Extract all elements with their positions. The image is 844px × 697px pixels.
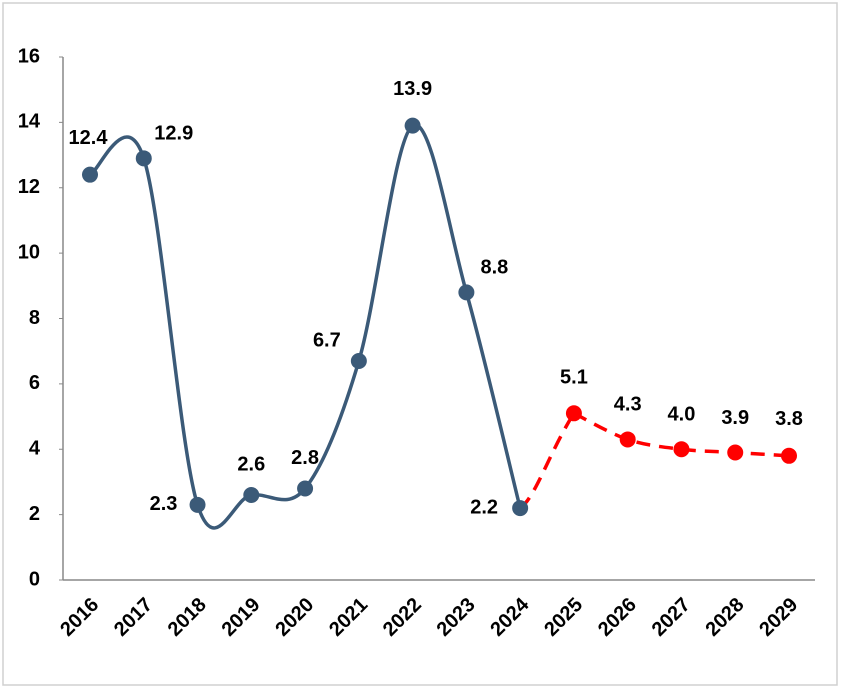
data-point <box>458 284 475 301</box>
x-tick-label: 2029 <box>755 594 802 641</box>
x-tick-label: 2016 <box>56 594 103 641</box>
data-point <box>189 496 206 513</box>
series-line <box>88 123 522 530</box>
data-point <box>673 441 690 458</box>
data-point <box>82 166 98 183</box>
y-tick-label: 0 <box>29 568 40 590</box>
x-tick-label: 2017 <box>110 594 157 641</box>
data-point <box>781 447 797 464</box>
data-label: 12.4 <box>69 127 109 149</box>
data-label: 12.9 <box>154 123 193 145</box>
x-tick-label: 2025 <box>540 594 587 641</box>
y-tick-label: 14 <box>18 111 41 133</box>
series-line <box>573 411 790 458</box>
data-label: 2.2 <box>470 496 498 518</box>
data-label: 5.1 <box>560 367 588 389</box>
x-tick-label: 2019 <box>218 594 265 641</box>
x-tick-label: 2027 <box>648 594 695 641</box>
data-label: 3.8 <box>775 408 803 430</box>
x-tick-label: 2018 <box>164 594 211 641</box>
x-tick-label: 2020 <box>271 594 318 641</box>
data-label: 4.3 <box>614 394 642 416</box>
y-tick-label: 10 <box>18 241 40 263</box>
y-tick-label: 6 <box>29 372 40 394</box>
y-tick-label: 16 <box>18 45 40 67</box>
x-tick-label: 2023 <box>433 594 480 641</box>
forecast-connector <box>519 412 576 510</box>
data-label: 8.8 <box>480 257 508 279</box>
x-tick-label: 2028 <box>701 594 748 641</box>
data-point <box>727 444 744 461</box>
y-tick-label: 2 <box>29 503 40 525</box>
x-tick-label: 2022 <box>379 594 426 641</box>
data-point <box>565 405 582 422</box>
x-tick-label: 2026 <box>594 594 641 641</box>
data-point <box>135 150 152 167</box>
data-label: 6.7 <box>313 329 341 351</box>
y-tick-label: 4 <box>29 438 41 460</box>
chart-frame <box>2 2 838 686</box>
data-point <box>243 487 260 504</box>
data-label: 2.8 <box>291 447 319 469</box>
data-point <box>404 117 421 134</box>
y-tick-label: 12 <box>18 176 40 198</box>
x-tick-label: 2024 <box>486 593 534 641</box>
data-label: 3.9 <box>721 407 749 429</box>
data-point <box>512 500 529 517</box>
x-tick-label: 2021 <box>325 594 372 641</box>
data-point <box>350 352 367 369</box>
data-label: 13.9 <box>393 78 432 100</box>
data-point <box>619 431 636 448</box>
data-label: 2.6 <box>237 453 265 475</box>
data-point <box>297 480 314 497</box>
data-label: 2.3 <box>150 493 178 515</box>
y-tick-label: 8 <box>29 307 40 329</box>
data-label: 4.0 <box>668 404 696 426</box>
